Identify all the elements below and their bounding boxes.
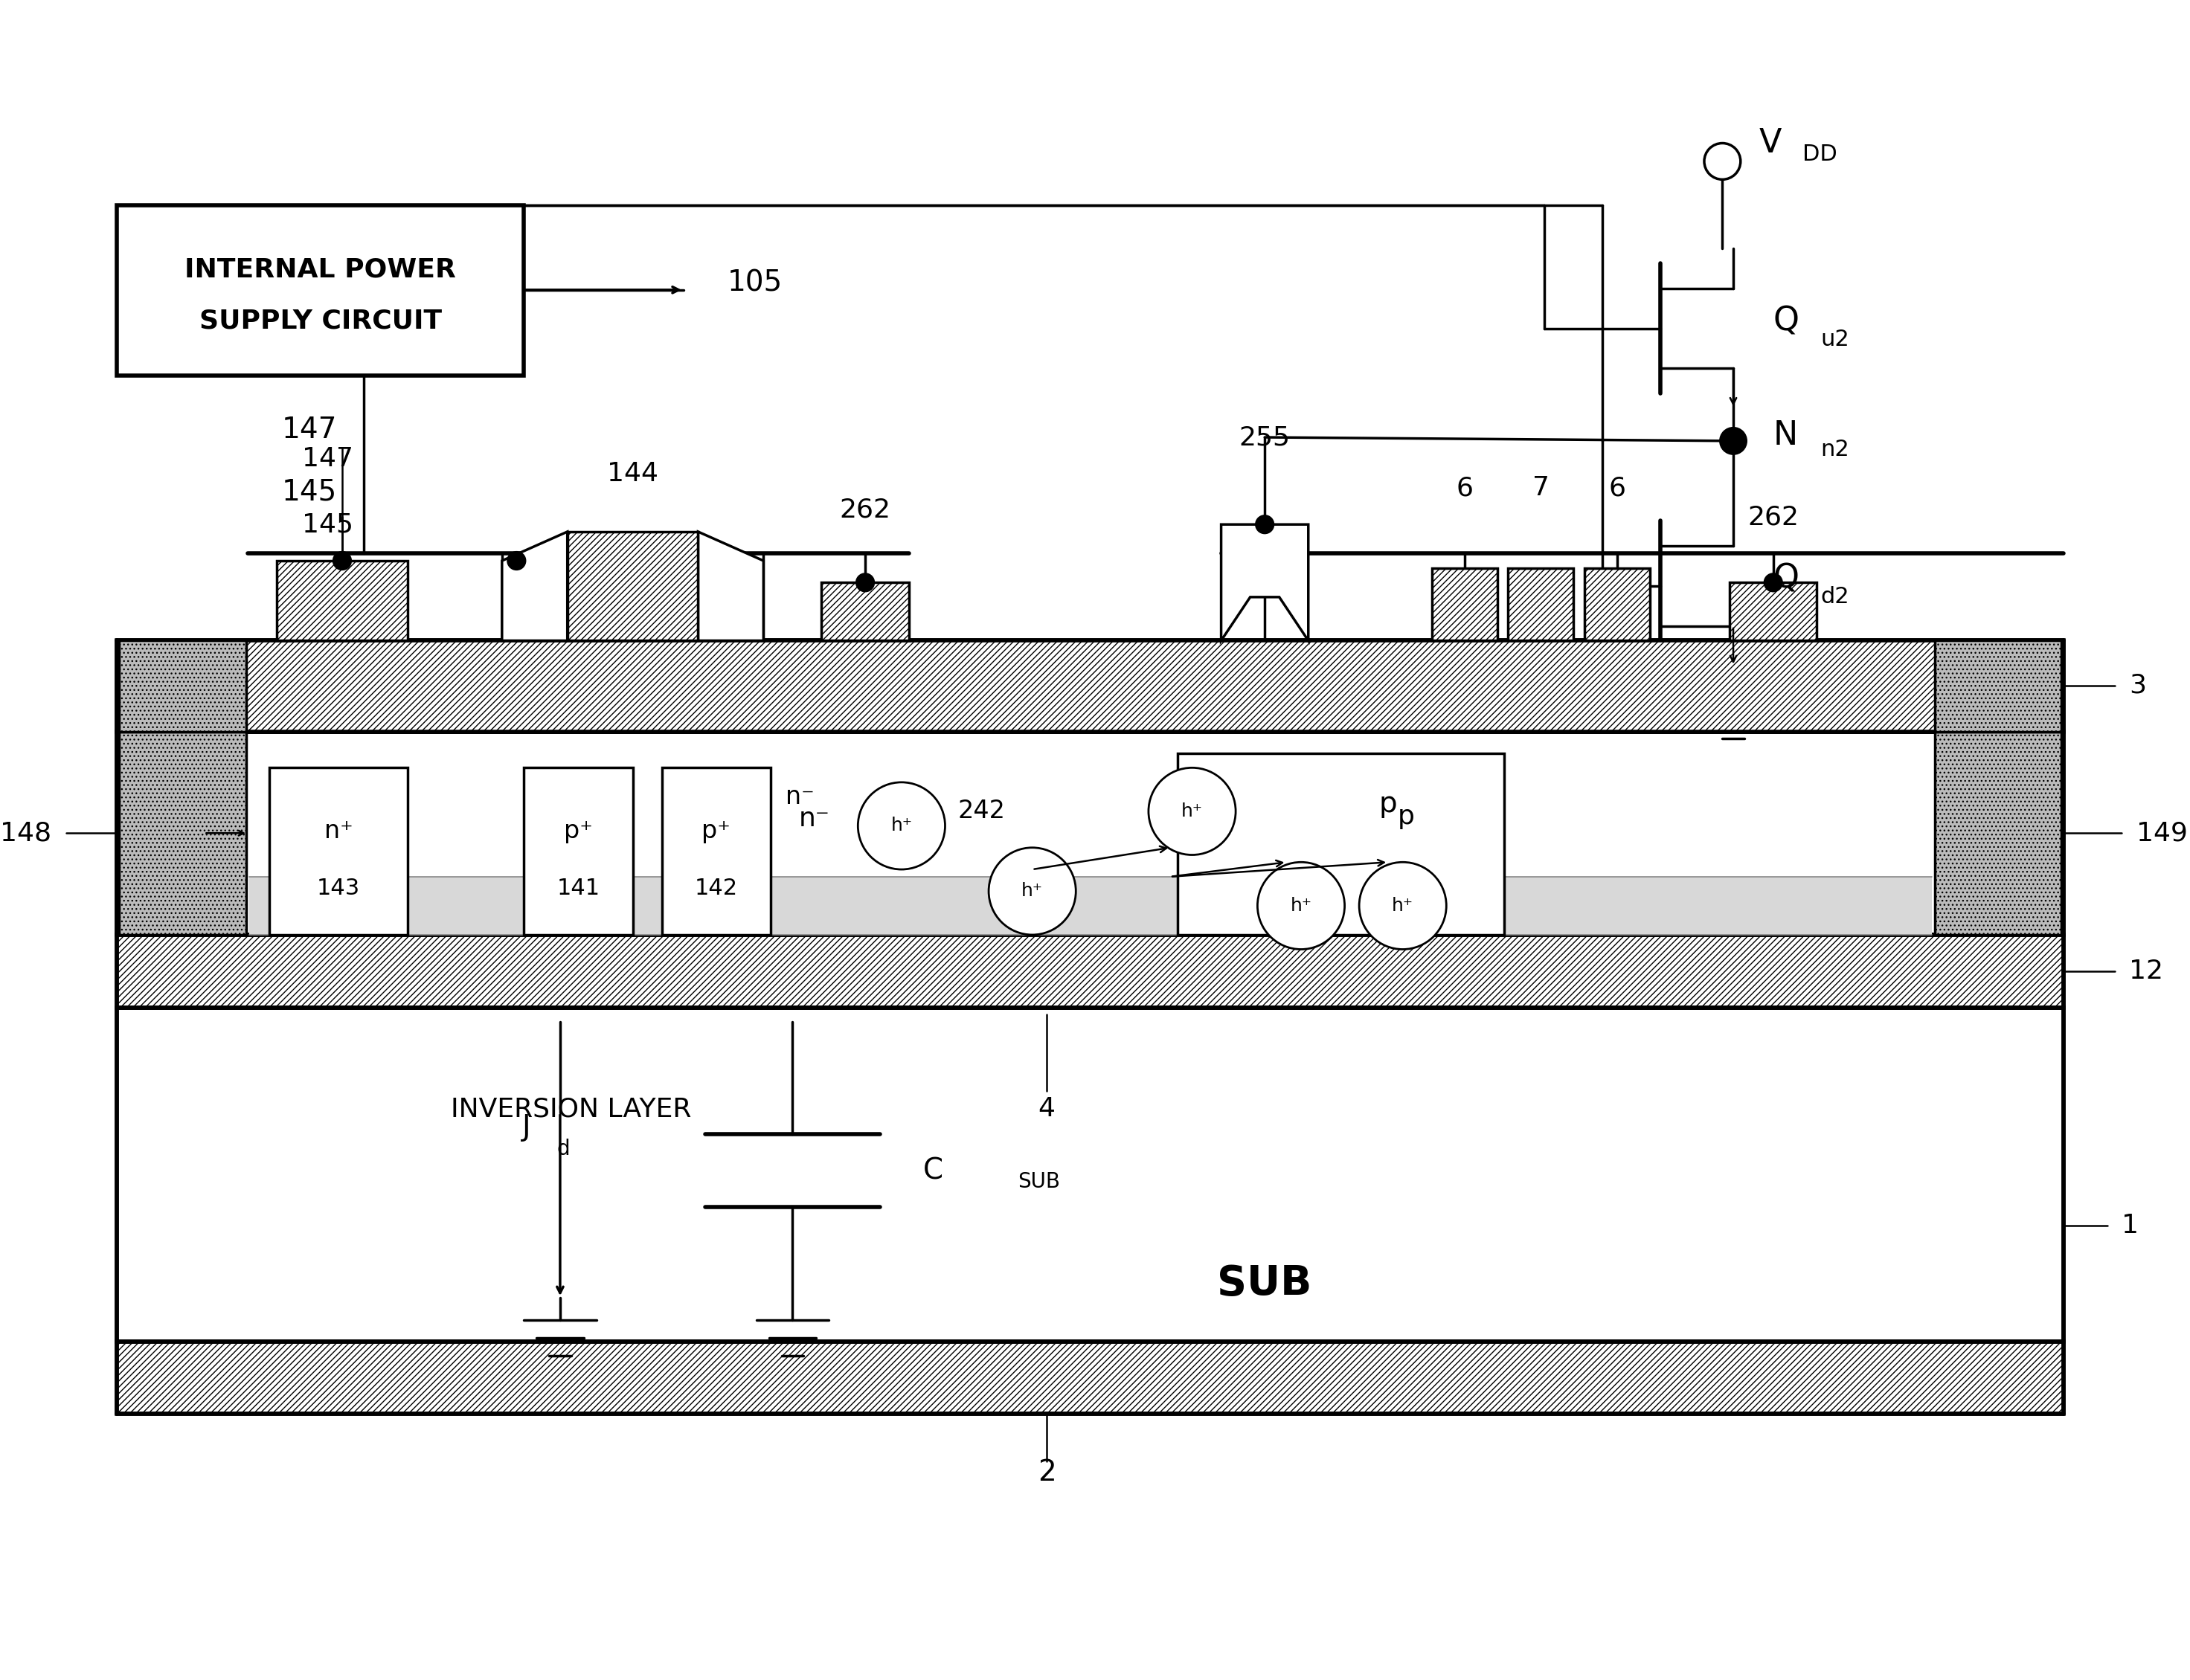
Bar xyxy=(116,205,523,376)
Bar xyxy=(118,640,245,731)
Text: n2: n2 xyxy=(1820,438,1848,460)
Text: C: C xyxy=(924,1156,944,1184)
Text: 4: 4 xyxy=(1038,1097,1056,1122)
Polygon shape xyxy=(699,531,764,640)
Bar xyxy=(821,583,909,640)
Bar xyxy=(1934,731,2061,934)
Text: h⁺: h⁺ xyxy=(1393,897,1413,914)
Text: 147: 147 xyxy=(302,447,353,472)
Bar xyxy=(118,731,245,934)
Bar xyxy=(523,768,633,934)
Text: n⁻: n⁻ xyxy=(799,806,830,832)
Text: u2: u2 xyxy=(1820,329,1848,349)
Text: n⁺: n⁺ xyxy=(324,818,353,843)
Text: 142: 142 xyxy=(694,877,738,899)
Bar xyxy=(116,1341,2063,1415)
Text: h⁺: h⁺ xyxy=(1290,897,1312,914)
Text: 6: 6 xyxy=(1456,475,1474,501)
Text: 262: 262 xyxy=(839,497,891,522)
Text: 2: 2 xyxy=(1038,1458,1056,1487)
Text: 145: 145 xyxy=(302,512,353,538)
Text: N: N xyxy=(1774,418,1798,452)
Text: 7: 7 xyxy=(1533,475,1548,501)
Text: 143: 143 xyxy=(318,877,359,899)
Bar xyxy=(116,731,2063,934)
Circle shape xyxy=(1704,143,1741,180)
Circle shape xyxy=(1765,575,1783,591)
Text: SUB: SUB xyxy=(1018,1171,1060,1193)
Circle shape xyxy=(1257,862,1345,949)
Bar xyxy=(116,934,2063,1008)
Text: Q: Q xyxy=(1774,306,1800,338)
Bar xyxy=(116,1008,2063,1341)
Text: DD: DD xyxy=(1802,143,1837,165)
Text: 105: 105 xyxy=(727,269,782,297)
Bar xyxy=(1432,568,1498,640)
Text: V: V xyxy=(1759,128,1780,160)
Circle shape xyxy=(1148,768,1235,855)
Bar xyxy=(1178,753,1505,934)
Bar xyxy=(250,877,1932,934)
Text: p: p xyxy=(1380,790,1397,818)
Text: INTERNAL POWER: INTERNAL POWER xyxy=(184,257,456,282)
Text: 147: 147 xyxy=(283,417,337,444)
Circle shape xyxy=(1257,516,1272,533)
Circle shape xyxy=(1360,862,1445,949)
Bar xyxy=(269,768,407,934)
Text: 3: 3 xyxy=(2129,674,2146,699)
Text: 12: 12 xyxy=(2129,959,2164,984)
Bar xyxy=(276,561,407,640)
Circle shape xyxy=(988,848,1075,934)
Text: SUB: SUB xyxy=(1218,1263,1312,1304)
Text: 149: 149 xyxy=(2137,820,2188,845)
Text: 6: 6 xyxy=(1607,475,1625,501)
Text: p⁺: p⁺ xyxy=(563,818,593,843)
Text: 262: 262 xyxy=(1748,504,1798,529)
Circle shape xyxy=(856,575,874,591)
Text: 145: 145 xyxy=(283,477,337,506)
Text: d: d xyxy=(556,1139,569,1159)
Text: SUPPLY CIRCUIT: SUPPLY CIRCUIT xyxy=(199,309,442,334)
Text: 141: 141 xyxy=(556,877,600,899)
Text: h⁺: h⁺ xyxy=(891,816,913,835)
Bar xyxy=(1730,583,1818,640)
Bar xyxy=(661,768,771,934)
Text: 255: 255 xyxy=(1240,425,1290,450)
Bar xyxy=(1583,568,1649,640)
Circle shape xyxy=(1719,428,1745,454)
Circle shape xyxy=(858,783,946,870)
Bar xyxy=(1934,640,2061,731)
Bar xyxy=(567,531,699,640)
Text: 1: 1 xyxy=(2122,1213,2140,1238)
Bar xyxy=(1509,568,1572,640)
Text: J: J xyxy=(523,1114,530,1141)
Text: 148: 148 xyxy=(0,820,53,845)
Text: 242: 242 xyxy=(957,800,1005,823)
Circle shape xyxy=(508,553,526,570)
Text: 144: 144 xyxy=(607,460,659,486)
Text: h⁺: h⁺ xyxy=(1021,882,1042,900)
Bar xyxy=(116,640,2063,731)
Polygon shape xyxy=(1222,524,1307,640)
Polygon shape xyxy=(502,531,567,640)
Text: h⁺: h⁺ xyxy=(1180,803,1202,820)
Text: INVERSION LAYER: INVERSION LAYER xyxy=(451,1097,692,1122)
Text: p⁺: p⁺ xyxy=(701,818,731,843)
Text: p: p xyxy=(1397,805,1415,830)
Text: Q: Q xyxy=(1774,563,1800,595)
Text: n⁻: n⁻ xyxy=(786,785,815,810)
Circle shape xyxy=(333,553,350,570)
Text: d2: d2 xyxy=(1820,586,1848,608)
